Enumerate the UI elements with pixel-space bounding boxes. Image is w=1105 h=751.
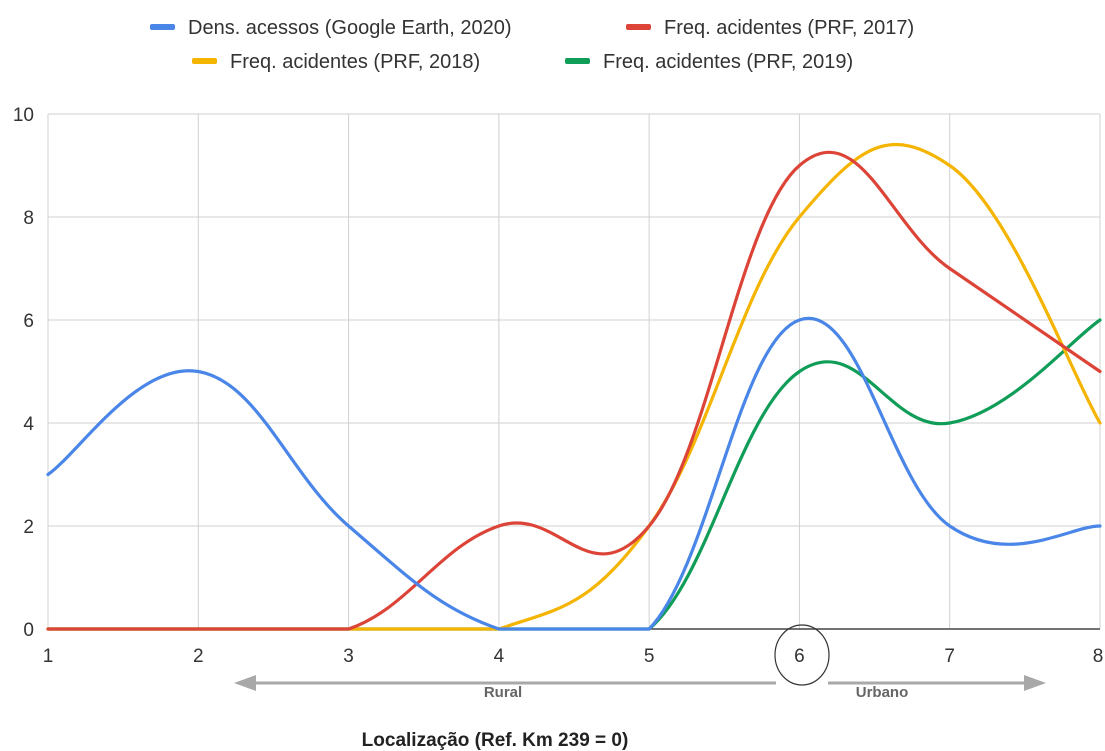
legend-label-3: Freq. acidentes (PRF, 2018) — [230, 51, 480, 73]
legend-swatch-4 — [565, 58, 590, 64]
x-tick-label: 5 — [644, 646, 655, 667]
y-tick-label: 10 — [13, 105, 34, 126]
series-line-1 — [46, 316, 1102, 631]
x-tick-label: 1 — [43, 646, 54, 667]
x-tick-label: 8 — [1093, 646, 1104, 667]
urbano-arrow-head — [1024, 675, 1046, 691]
x-tick-label: 3 — [343, 646, 354, 667]
x-tick-label: 7 — [944, 646, 955, 667]
annotations: Rural Urbano Localização (Ref. Km 239 = … — [234, 624, 1046, 751]
legend-label-1: Dens. acessos (Google Earth, 2020) — [188, 17, 512, 39]
rural-label: Rural — [484, 684, 522, 701]
x-tick-label: 4 — [494, 646, 505, 667]
legend-swatch-2 — [626, 24, 651, 30]
highlight-circle — [774, 624, 830, 686]
y-tick-label: 8 — [23, 208, 34, 229]
x-tick-label: 6 — [794, 646, 805, 667]
series-lines — [46, 142, 1102, 631]
y-tick-label: 0 — [23, 620, 34, 641]
legend-label-2: Freq. acidentes (PRF, 2017) — [664, 17, 914, 39]
x-tick-label: 2 — [193, 646, 204, 667]
x-axis-label: Localização (Ref. Km 239 = 0) — [362, 730, 629, 751]
legend-swatch-3 — [192, 58, 217, 64]
series-line-2 — [46, 150, 1102, 631]
y-tick-label: 4 — [23, 414, 34, 435]
rural-arrow-head — [234, 675, 256, 691]
legend: Dens. acessos (Google Earth, 2020) Freq. … — [150, 17, 914, 73]
legend-swatch-1 — [150, 24, 175, 30]
legend-label-4: Freq. acidentes (PRF, 2019) — [603, 51, 853, 73]
urbano-label: Urbano — [856, 684, 909, 701]
y-tick-label: 6 — [23, 311, 34, 332]
grid — [47, 113, 1101, 630]
series-line-4 — [46, 318, 1102, 631]
y-tick-label: 2 — [23, 517, 34, 538]
